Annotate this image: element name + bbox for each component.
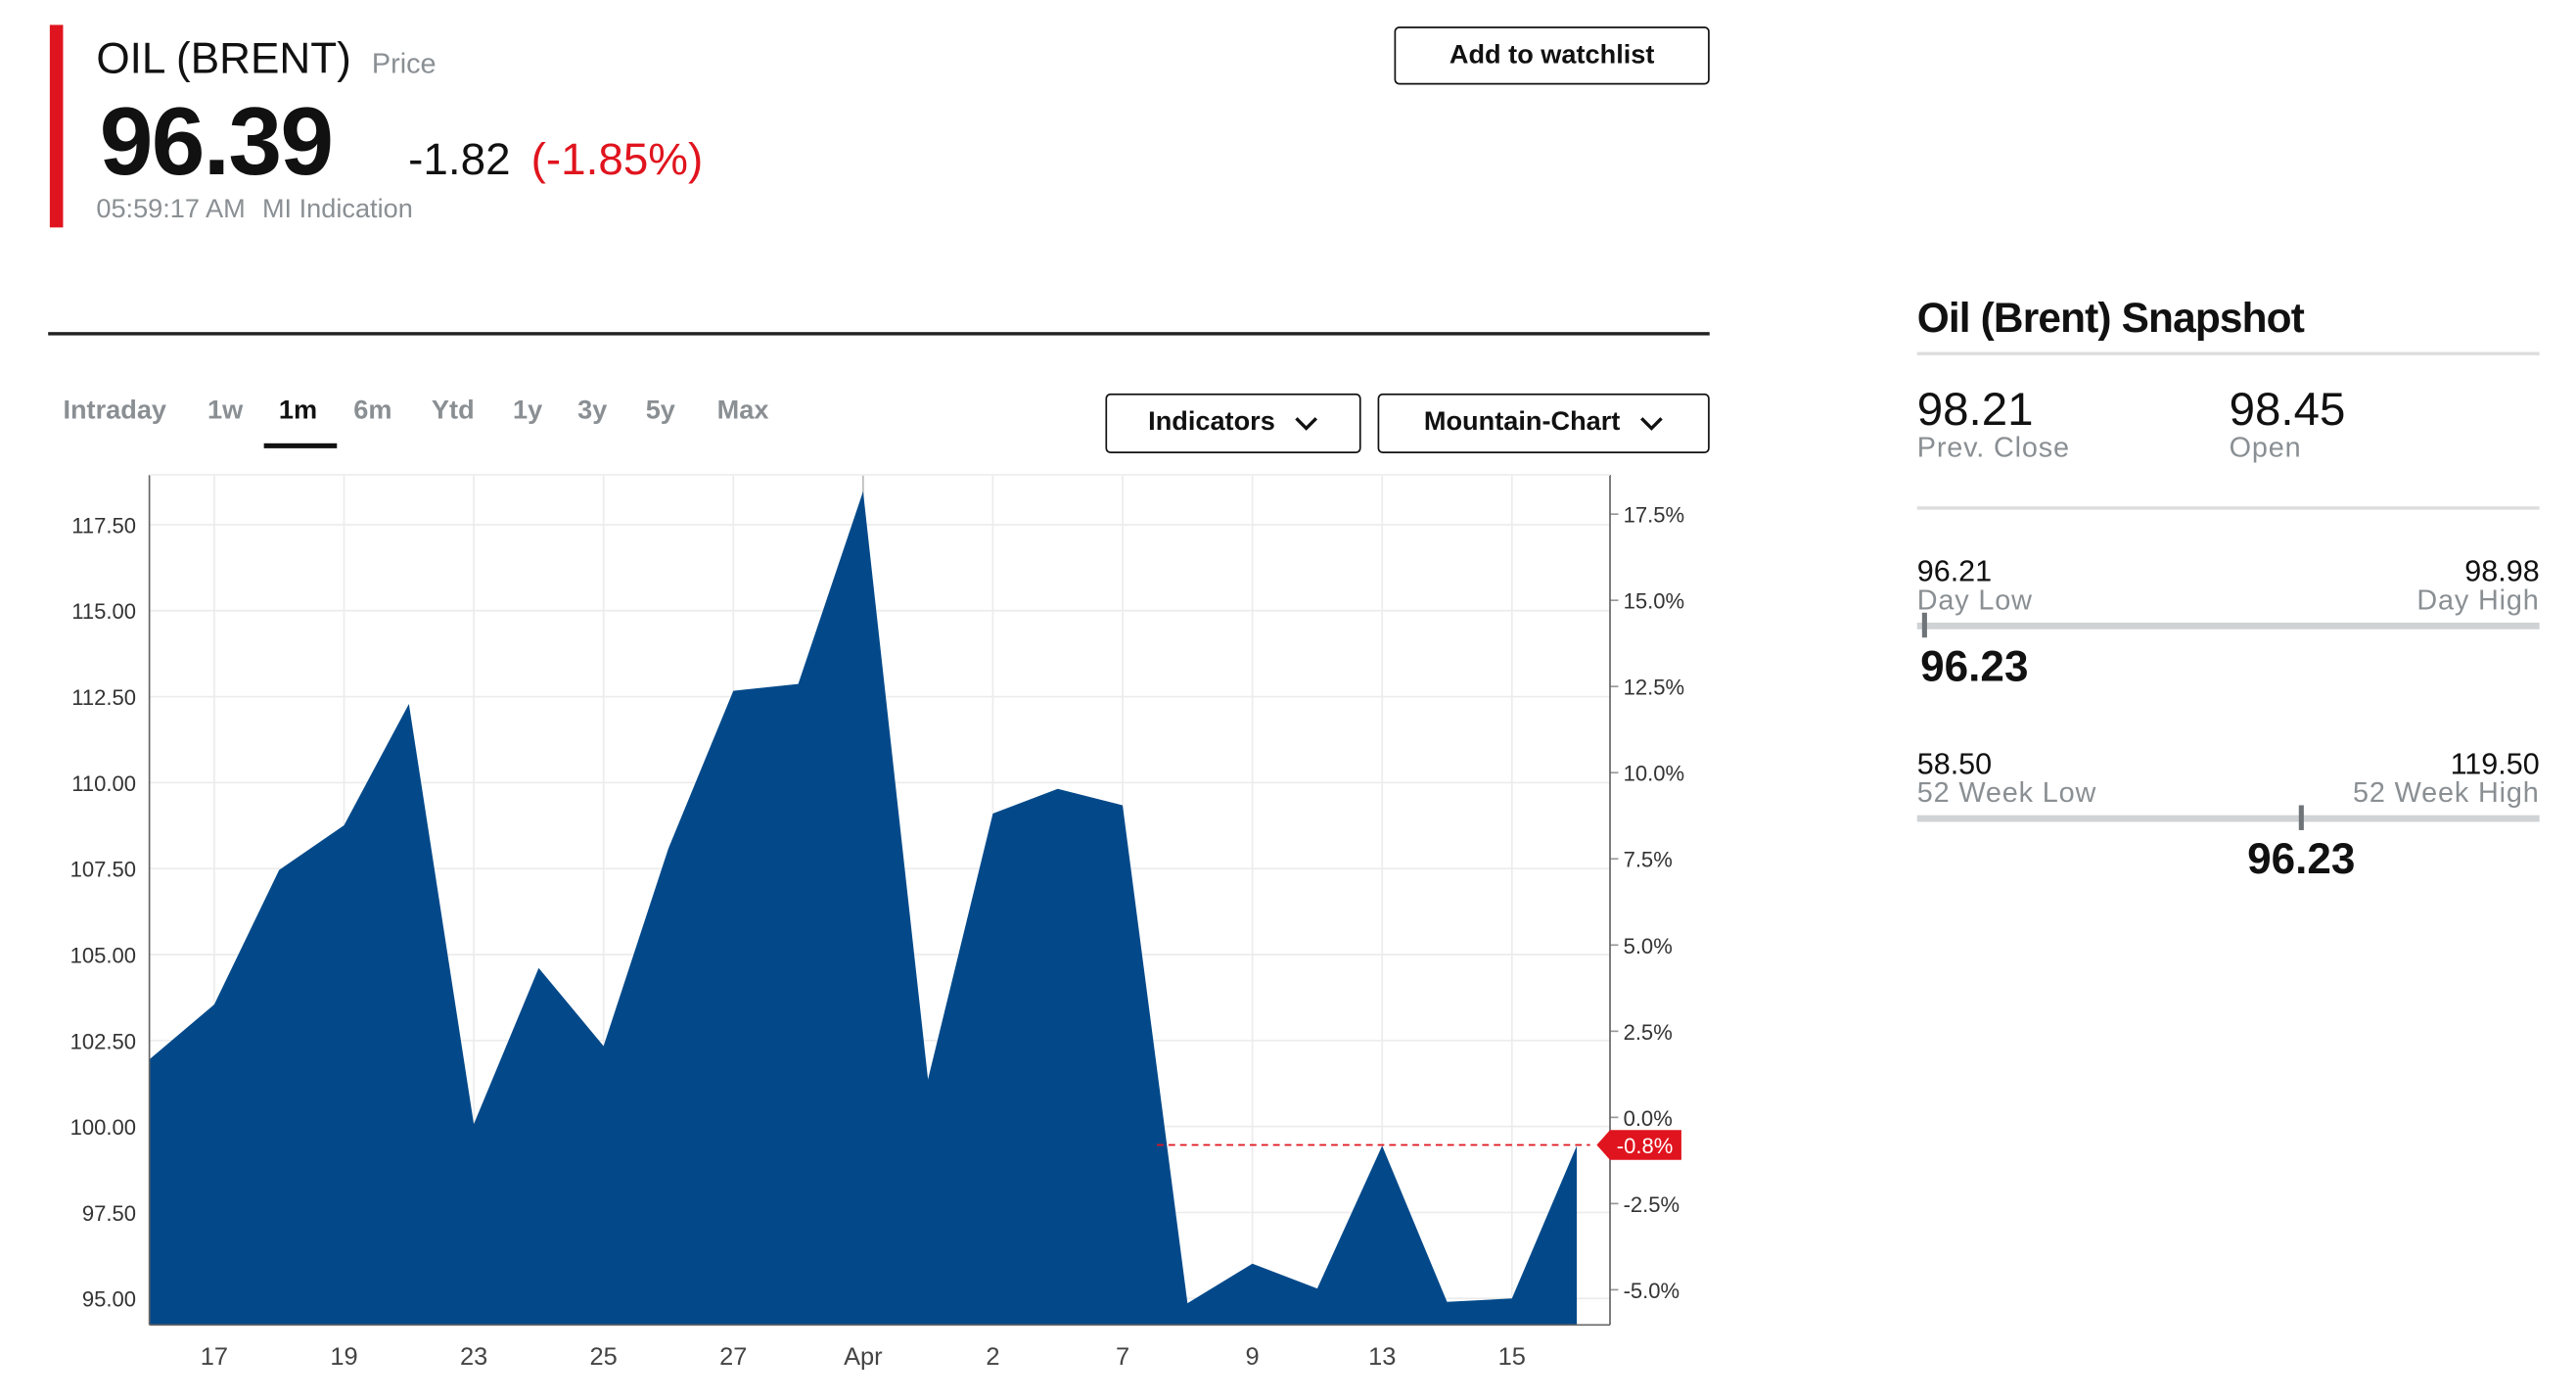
y2-tick-label: 7.5% [1624,848,1673,872]
x-tick-label: 9 [1246,1343,1260,1371]
range-marker [2298,805,2304,830]
y-tick-label: 117.50 [71,513,136,537]
x-tick-label: 7 [1116,1343,1129,1371]
chart-type-dropdown[interactable]: Mountain-Chart [1377,393,1710,453]
range-high-label: Day High [2416,583,2540,617]
range-low-label: Day Low [1916,583,2033,617]
snapshot-title: Oil (Brent) Snapshot [1916,295,2305,343]
change-pct: (-1.85%) [530,134,704,185]
y-tick-label: 100.00 [70,1115,136,1140]
chevron [1295,416,1318,431]
chevron [1640,416,1663,431]
y2-tick-label: 15.0% [1624,589,1684,614]
dropdown-label: Mountain-Chart [1423,408,1621,438]
x-tick-label: 2 [986,1343,999,1371]
prev-close-label: Prev. Close [1916,431,2070,464]
tab[interactable]: 1y [513,397,543,426]
open: 98.45 [2229,383,2346,436]
instrument-title: OIL (BRENT) [96,32,351,83]
y2-tick-label: 0.0% [1624,1106,1673,1131]
y2-tick-label: -5.0% [1624,1279,1680,1303]
price: 96.39 [99,87,334,197]
tab[interactable]: Ytd [431,397,475,426]
x-tick-label: 19 [330,1343,357,1371]
tab-underline [263,443,338,448]
y-tick-label: 105.00 [70,943,136,967]
y2-tick-label: 2.5% [1624,1020,1673,1045]
x-tick-label: Apr [844,1343,883,1371]
y-tick-label: 112.50 [71,685,136,710]
change: -1.82 [408,134,511,185]
range-track [1916,622,2540,630]
y2-tick-label: -2.5% [1624,1192,1680,1217]
x-tick-label: 25 [590,1343,618,1371]
y2-tick-label: 10.0% [1624,762,1684,786]
y-tick-label: 115.00 [71,599,136,624]
y-tick-label: 102.50 [70,1029,136,1053]
range-low-label: 52 Week Low [1916,776,2097,809]
tab[interactable]: Max [716,397,769,426]
accent-bar [49,24,64,228]
y2-tick-label: 17.5% [1624,503,1684,528]
tab[interactable]: 1m [278,397,318,426]
tab[interactable]: 6m [353,397,392,426]
divider [1916,351,2540,355]
x-tick-label: 27 [719,1343,747,1371]
divider [48,332,1710,336]
tab[interactable]: 3y [577,397,608,426]
divider [1916,506,2540,510]
annotation-label: -0.8% [1617,1134,1674,1158]
y-tick-label: 97.50 [82,1201,136,1226]
x-tick-label: 13 [1368,1343,1396,1371]
tab[interactable]: Intraday [63,397,167,426]
dropdown-label: Indicators [1148,408,1275,438]
y2-tick-label: 12.5% [1624,676,1684,700]
source: MI Indication [261,196,413,224]
range-high: 119.50 [2450,747,2540,781]
area [149,490,1578,1326]
prev-close: 98.21 [1916,383,2034,436]
time: 05:59:17 AM [96,196,246,224]
x-tick-label: 15 [1498,1343,1526,1371]
range-track [1916,815,2540,822]
annotation-badge [1596,1130,1681,1160]
indicators-dropdown[interactable]: Indicators [1105,393,1361,453]
range-current: 96.23 [2247,833,2356,884]
range-high-label: 52 Week High [2352,776,2540,809]
open-label: Open [2229,431,2302,464]
x-tick-label: 17 [201,1343,228,1371]
subtitle: Price [371,48,437,80]
tab[interactable]: 5y [645,397,675,426]
range-marker [1922,612,1928,638]
y2-tick-label: 5.0% [1624,934,1673,958]
y-tick-label: 95.00 [82,1287,136,1312]
y-tick-label: 110.00 [71,771,136,796]
x-tick-label: 23 [460,1343,487,1371]
y-tick-label: 107.50 [70,858,136,882]
tab[interactable]: 1w [207,397,244,426]
range-low: 58.50 [1916,747,1993,781]
range-high: 98.98 [2464,554,2540,588]
range-current: 96.23 [1920,640,2029,691]
range-low: 96.21 [1916,554,1993,588]
watchlist-button[interactable]: Add to watchlist [1394,26,1710,85]
